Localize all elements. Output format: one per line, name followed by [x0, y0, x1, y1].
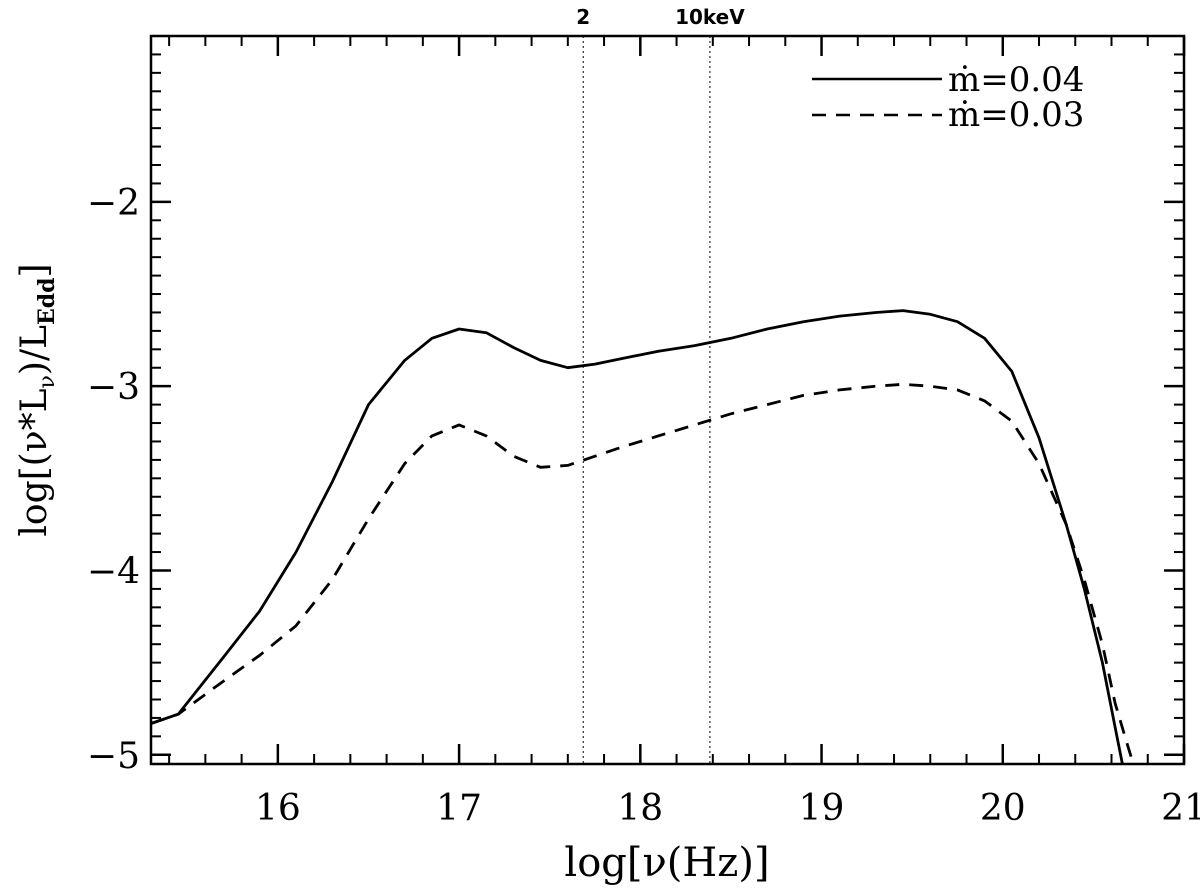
y-axis-label-end: ]: [14, 263, 55, 277]
legend-label-solid: ṁ=0.04: [948, 60, 1084, 100]
series-lines: [151, 309, 1135, 764]
y-axis-label-main: log[(ν*L: [14, 388, 55, 536]
y-axis-label-sub2: Edd: [34, 277, 60, 325]
plot-frame: [149, 34, 1186, 766]
x-tick-labels: 16 17 18 19 20 21: [255, 788, 1200, 829]
series-line-dashed: [151, 382, 1135, 764]
x-axis-label: log[ν(Hz)]: [564, 840, 769, 886]
y-axis-label-sub1: ν: [35, 375, 60, 388]
y-tick-label: −4: [87, 551, 140, 592]
x-tick-label: 17: [436, 788, 482, 829]
y-tick-label: −2: [87, 183, 140, 224]
svg-text:log[(ν*Lν)/LEdd]: log[(ν*Lν)/LEdd]: [14, 263, 60, 536]
series-line-solid: [151, 309, 1124, 764]
x-tick-label: 16: [255, 788, 301, 829]
major-ticks: [151, 36, 1186, 764]
y-axis-label-mid: )/L: [14, 325, 55, 375]
x-tick-label: 18: [617, 788, 663, 829]
y-axis-label: log[(ν*Lν)/LEdd]: [14, 263, 60, 536]
x-tick-label: 21: [1161, 788, 1200, 829]
y-tick-label: −3: [87, 367, 140, 408]
x-tick-label: 20: [980, 788, 1026, 829]
marker-labels: 2 10keV: [576, 5, 745, 29]
y-tick-labels: −2 −3 −4 −5: [87, 183, 140, 777]
x-tick-label: 19: [799, 788, 845, 829]
minor-ticks: [151, 36, 1184, 764]
vertical-marker-label: 10keV: [675, 5, 745, 29]
legend: ṁ=0.04 ṁ=0.03: [812, 60, 1084, 135]
vertical-markers: [582, 36, 711, 764]
vertical-marker-label: 2: [576, 5, 590, 29]
y-tick-label: −5: [87, 736, 140, 777]
legend-label-dashed: ṁ=0.03: [948, 95, 1084, 135]
